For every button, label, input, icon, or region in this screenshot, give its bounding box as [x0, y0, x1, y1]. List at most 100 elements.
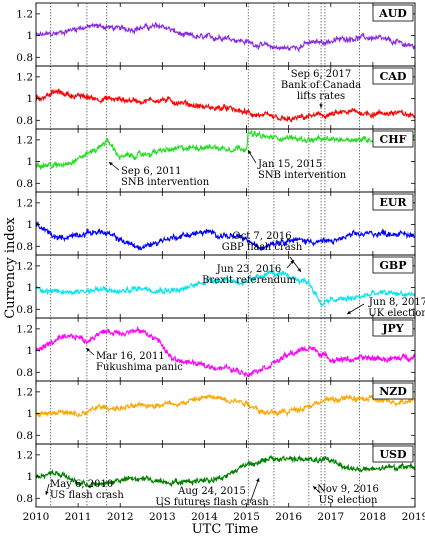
- x-axis-title: UTC Time: [192, 522, 259, 537]
- y-tick-label-cad-1.2: 1.2: [16, 71, 33, 83]
- currency-box-eur: [372, 193, 414, 211]
- currency-box-aud: [372, 4, 414, 22]
- annotation-4: Jun 23, 2016 Brexit referendum: [202, 264, 296, 286]
- currency-box-jpy: [372, 319, 414, 337]
- y-tick-label-eur-1: 1: [26, 219, 33, 231]
- y-tick-label-gbp-1.2: 1.2: [16, 260, 33, 272]
- y-tick-label-jpy-0.8: 0.8: [16, 367, 33, 379]
- y-tick-label-nzd-0.8: 0.8: [16, 430, 33, 442]
- currency-box-nzd: [372, 382, 414, 400]
- x-tick-label-2018: 2018: [360, 511, 387, 523]
- annotation-1-line-0: Sep 6, 2011: [121, 166, 182, 177]
- currency-label-gbp: GBP: [380, 259, 407, 272]
- annotation-arrowhead-2: [248, 150, 252, 154]
- y-tick-label-chf-1: 1: [26, 156, 33, 168]
- currency-label-chf: CHF: [380, 133, 407, 146]
- annotation-arrowhead-8: [256, 478, 260, 482]
- y-tick-label-aud-0.8: 0.8: [16, 52, 33, 64]
- y-tick-label-gbp-1: 1: [26, 282, 33, 294]
- annotation-8: Aug 24, 2015 US futures flash crash: [155, 486, 269, 508]
- annotation-4-line-1: Brexit referendum: [202, 275, 296, 286]
- annotation-7-line-0: May 6, 2010: [50, 479, 113, 490]
- currency-label-jpy: JPY: [381, 322, 403, 335]
- y-tick-label-usd-1: 1: [26, 471, 33, 483]
- annotation-0-line-2: lifts rates: [297, 91, 345, 102]
- panel-frame-nzd: [35, 380, 416, 445]
- annotation-6-line-0: Mar 16, 2011: [96, 351, 165, 362]
- annotation-2-line-0: Jan 15, 2015: [257, 159, 322, 170]
- x-tick-label-2016: 2016: [275, 511, 302, 523]
- annotation-arrow-8: [249, 477, 260, 504]
- series-line-jpy: [35, 326, 416, 378]
- y-tick-label-chf-0.8: 0.8: [16, 178, 33, 190]
- x-tick-label-2011: 2011: [65, 511, 92, 523]
- currency-label-cad: CAD: [380, 70, 407, 83]
- annotation-3-line-0: Oct 7, 2016: [232, 231, 291, 242]
- annotation-9-line-1: US election: [319, 495, 378, 506]
- y-tick-label-eur-0.8: 0.8: [16, 241, 33, 253]
- annotation-5: Jun 8, 2017 UK election: [368, 297, 425, 319]
- panel-frame-aud: [35, 2, 416, 67]
- annotation-3: Oct 7, 2016 GBP flash crash: [222, 231, 303, 253]
- y-tick-label-usd-0.8: 0.8: [16, 493, 33, 505]
- annotation-arrowhead-4: [290, 260, 294, 264]
- x-tick-label-2019: 2019: [402, 511, 425, 523]
- y-tick-label-usd-1.2: 1.2: [16, 449, 33, 461]
- currency-label-usd: USD: [379, 448, 407, 461]
- annotation-6: Mar 16, 2011 Fukushima panic: [96, 351, 183, 373]
- annotation-arrowhead-6: [86, 348, 90, 352]
- y-axis-title: Currency index: [3, 217, 18, 319]
- annotation-7: May 6, 2010 US flash crash: [50, 479, 124, 501]
- annotation-0: Sep 6, 2017 Bank of Canada lifts rates: [281, 69, 361, 102]
- x-tick-label-2014: 2014: [191, 511, 218, 523]
- annotation-8-line-1: US futures flash crash: [155, 497, 269, 508]
- x-tick-label-2010: 2010: [23, 511, 50, 523]
- annotation-arrowhead-3: [297, 268, 301, 272]
- currency-box-cad: [372, 67, 414, 85]
- series-line-gbp: [35, 270, 416, 307]
- currency-box-gbp: [372, 256, 414, 274]
- annotation-1: Sep 6, 2011 SNB intervention: [121, 166, 210, 188]
- currency-label-eur: EUR: [379, 196, 407, 209]
- series-line-cad: [35, 88, 416, 123]
- y-tick-label-jpy-1: 1: [26, 345, 33, 357]
- annotation-5-line-0: Jun 8, 2017: [368, 297, 425, 308]
- annotation-0-line-0: Sep 6, 2017: [291, 69, 352, 80]
- y-tick-label-eur-1.2: 1.2: [16, 197, 33, 209]
- annotation-5-line-1: UK election: [368, 308, 425, 319]
- annotation-arrowhead-1: [109, 162, 113, 166]
- currency-label-aud: AUD: [378, 7, 407, 20]
- y-tick-label-cad-0.8: 0.8: [16, 115, 33, 127]
- panel-frame-jpy: [35, 317, 416, 382]
- y-tick-label-gbp-0.8: 0.8: [16, 304, 33, 316]
- y-tick-label-nzd-1.2: 1.2: [16, 386, 33, 398]
- series-line-usd: [35, 454, 416, 489]
- annotation-4-line-0: Jun 23, 2016: [216, 264, 282, 275]
- y-tick-label-aud-1: 1: [26, 30, 33, 42]
- series-line-chf: [35, 129, 416, 171]
- annotation-1-line-1: SNB intervention: [121, 177, 210, 188]
- y-tick-label-nzd-1: 1: [26, 408, 33, 420]
- y-tick-label-chf-1.2: 1.2: [16, 134, 33, 146]
- x-tick-label-2013: 2013: [149, 511, 176, 523]
- annotation-8-line-0: Aug 24, 2015: [177, 486, 246, 497]
- x-tick-label-2017: 2017: [317, 511, 344, 523]
- annotation-arrowhead-7: [45, 491, 49, 495]
- series-line-nzd: [35, 393, 416, 419]
- annotation-arrowhead-0: [319, 104, 323, 108]
- annotation-6-line-1: Fukushima panic: [96, 362, 183, 373]
- annotation-9: Nov 9, 2016 US election: [317, 484, 379, 506]
- y-tick-label-jpy-1.2: 1.2: [16, 323, 33, 335]
- currency-label-nzd: NZD: [379, 385, 407, 398]
- annotation-arrowhead-5: [347, 310, 351, 314]
- annotation-7-line-1: US flash crash: [50, 490, 124, 501]
- series-line-aud: [35, 21, 416, 54]
- currency-box-usd: [372, 445, 414, 463]
- x-tick-label-2015: 2015: [233, 511, 260, 523]
- annotation-0-line-1: Bank of Canada: [281, 80, 361, 91]
- y-tick-label-aud-1.2: 1.2: [16, 8, 33, 20]
- currency-box-chf: [372, 130, 414, 148]
- annotation-3-line-1: GBP flash crash: [222, 242, 303, 253]
- annotation-2-line-1: SNB intervention: [258, 170, 347, 181]
